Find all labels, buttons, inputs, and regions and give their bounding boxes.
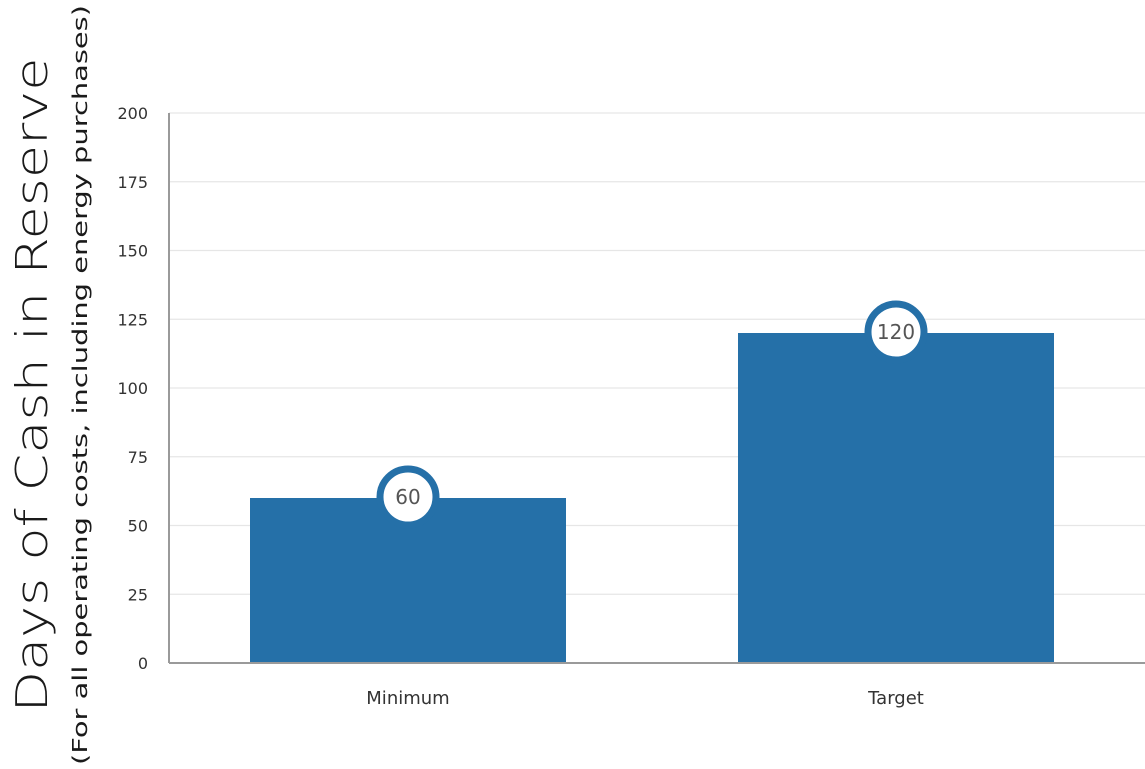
y-tick-label: 200	[117, 104, 148, 123]
y-tick-label: 175	[117, 173, 148, 192]
data-labels: 60 120	[376, 300, 928, 529]
data-label: 120	[877, 320, 915, 344]
data-label-bubble	[376, 465, 440, 529]
y-axis-ticks: 0 25 50 75 100 125 150 175 200	[117, 104, 148, 673]
y-axis-subtitle: (For all operating costs, including ener…	[68, 5, 92, 765]
x-axis-categories: Minimum Target	[366, 688, 924, 709]
y-tick-label: 100	[117, 379, 148, 398]
data-label: 60	[395, 485, 420, 509]
y-axis-title: Days of Cash in Reserve	[7, 58, 58, 713]
x-category-label: Minimum	[366, 688, 449, 709]
data-label-bubble	[864, 300, 928, 364]
y-tick-label: 50	[128, 517, 148, 536]
y-tick-label: 0	[138, 654, 148, 673]
bar-target	[738, 333, 1054, 663]
y-tick-label: 75	[128, 448, 148, 467]
x-category-label: Target	[867, 688, 924, 709]
bars	[250, 333, 1054, 663]
y-tick-label: 25	[128, 585, 148, 604]
y-tick-label: 150	[117, 242, 148, 261]
y-axis-title-group: Days of Cash in Reserve (For all operati…	[7, 5, 92, 765]
axes	[168, 113, 1145, 664]
y-tick-label: 125	[117, 310, 148, 329]
